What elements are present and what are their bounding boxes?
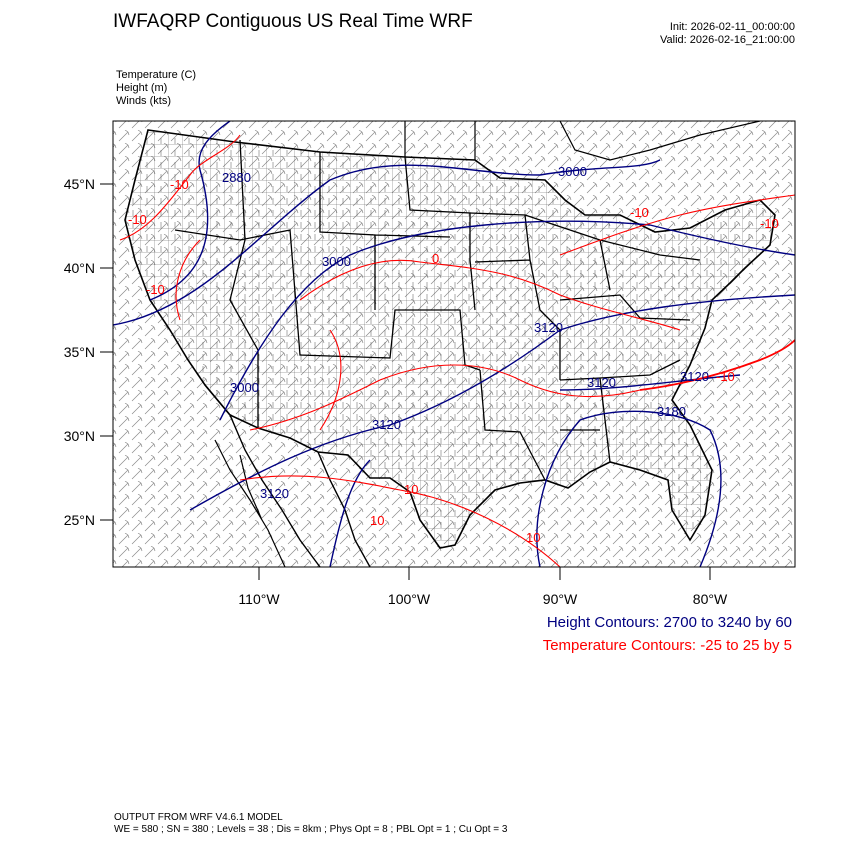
lat-label-30: 30°N <box>64 428 95 444</box>
temperature-contours <box>119 134 795 567</box>
lat-axis: 45°N 40°N 35°N 30°N 25°N <box>64 176 113 528</box>
height-label: 2880 <box>222 170 251 185</box>
temperature-contours-legend: Temperature Contours: -25 to 25 by 5 <box>542 637 792 654</box>
temperature-label: 0 <box>432 251 439 266</box>
lon-axis: 110°W 100°W 90°W 80°W <box>238 567 728 607</box>
baja-outline <box>214 439 286 567</box>
temperature-label: 10 <box>404 482 418 497</box>
state-boundaries <box>174 139 701 481</box>
lon-label-100: 100°W <box>388 591 431 607</box>
height-contour-labels: 2880 3000 3000 3000 3120 3120 3120 3120 … <box>222 164 709 501</box>
temperature-label: -10 <box>760 216 779 231</box>
model-config-note: WE = 580 ; SN = 380 ; Levels = 38 ; Dis … <box>114 824 508 835</box>
height-label: 3180 <box>657 404 686 419</box>
temperature-label: -10 <box>630 205 649 220</box>
lon-label-80: 80°W <box>693 591 728 607</box>
map-frame <box>112 120 796 568</box>
variable-height: Height (m) <box>116 82 168 94</box>
temperature-label: -10 <box>128 212 147 227</box>
canada-outline <box>404 121 761 161</box>
variable-winds: Winds (kts) <box>116 95 171 107</box>
lat-label-25: 25°N <box>64 512 95 528</box>
lat-label-40: 40°N <box>64 260 95 276</box>
lat-label-45: 45°N <box>64 176 95 192</box>
height-label: 3120 <box>680 369 709 384</box>
temperature-label: 10 <box>370 513 384 528</box>
lat-label-35: 35°N <box>64 344 95 360</box>
temperature-label: -10 <box>170 177 189 192</box>
temperature-contour-labels: -10 -10 -10 -10 0 -10 10 10 10 -10 <box>128 177 779 545</box>
height-label: 3000 <box>230 380 259 395</box>
init-time: Init: 2026-02-11_00:00:00 <box>669 21 795 33</box>
height-contours <box>113 121 795 567</box>
model-output-note: OUTPUT FROM WRF V4.6.1 MODEL <box>114 812 283 823</box>
height-label: 3120 <box>587 375 616 390</box>
height-contours-legend: Height Contours: 2700 to 3240 by 60 <box>546 614 792 631</box>
height-label: 3120 <box>372 417 401 432</box>
variable-temperature: Temperature (C) <box>116 69 197 81</box>
lon-label-90: 90°W <box>543 591 578 607</box>
height-label: 3120 <box>534 320 563 335</box>
temperature-label: -10 <box>716 369 735 384</box>
height-label: 3120 <box>260 486 289 501</box>
mexico-outline <box>204 384 371 567</box>
plot-title: IWFAQRP Contiguous US Real Time WRF <box>113 11 473 32</box>
temperature-label: 10 <box>526 530 540 545</box>
height-label: 3000 <box>322 254 351 269</box>
temperature-label: -10 <box>146 282 165 297</box>
valid-time: Valid: 2026-02-16_21:00:00 <box>660 34 795 46</box>
lon-label-110: 110°W <box>238 591 280 607</box>
height-label: 3000 <box>558 164 587 179</box>
